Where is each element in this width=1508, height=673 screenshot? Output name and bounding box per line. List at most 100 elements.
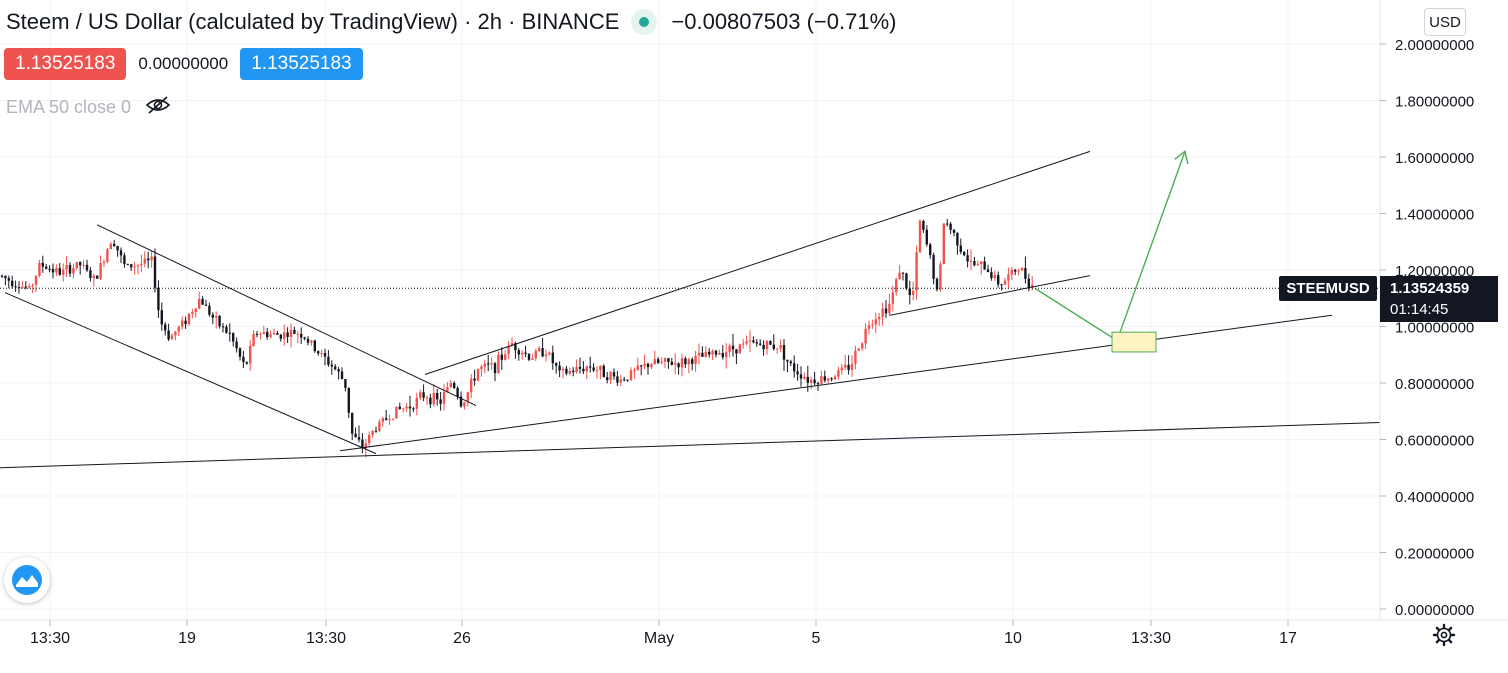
candle-body [796,371,799,375]
candle-body [279,334,282,339]
candle-body [357,437,361,440]
candle-body [993,275,996,279]
target-zone-box[interactable] [1111,331,1157,353]
candle-body [966,255,969,262]
candle-body [483,363,486,367]
candle-body [861,343,864,349]
candle-body [912,290,915,295]
candle-body [147,258,150,261]
indicator-legend: EMA 50 close 0 [6,95,171,120]
candle-body [493,363,497,374]
candle-body [538,348,541,351]
candle-body [364,443,367,449]
candle-body [626,379,629,381]
candle-body [65,265,68,270]
eye-off-icon[interactable] [145,95,171,120]
candle-body [643,363,646,367]
candle-body [636,365,639,370]
candle-body [14,286,17,288]
buy-price-button[interactable]: 1.13525183 [240,48,363,80]
candle-body [381,418,384,422]
candle-body [62,269,65,275]
candle-body [772,344,775,349]
time-axis[interactable]: 13:30 19 13:30 26 May 5 10 13:30 17 [30,620,1297,647]
candle-body [320,353,323,355]
tradingview-logo-icon[interactable] [4,557,50,603]
trendline[interactable] [0,422,1381,469]
candle-body [187,313,191,325]
candle-body [170,335,174,340]
candle-body [378,421,381,431]
candle-body [232,333,235,342]
candle-body [194,308,197,313]
candle-body [79,262,82,266]
candle-body [75,262,78,268]
candle-body [48,268,51,270]
symbol-price-tag: STEEMUSD [1279,276,1377,301]
candle-body [106,249,109,262]
candle-body [255,333,259,335]
candle-series [0,218,1034,458]
candle-body [266,331,269,338]
candle-body [969,261,973,263]
candle-body [840,367,843,371]
candle-body [731,345,735,350]
candle-body [857,348,860,351]
candle-body [429,397,432,405]
candle-body [130,264,133,268]
candle-body [283,332,286,339]
candle-body [500,354,503,360]
candle-body [640,365,643,367]
price-axis[interactable]: 0.00000000 0.20000000 0.40000000 0.60000000… [1380,37,1474,619]
trendline[interactable] [96,224,477,407]
candle-body [874,319,877,325]
candle-body [578,366,582,369]
trendline[interactable] [4,292,377,455]
candle-body [521,352,524,355]
candle-body [422,392,425,398]
candle-body [45,266,48,269]
candle-body [303,337,306,339]
candle-body [568,370,571,374]
trendline[interactable] [889,275,1091,316]
sell-price-button[interactable]: 1.13525183 [4,48,127,80]
candle-body [238,348,242,357]
candle-body [980,261,983,265]
projection-arrow[interactable] [1034,151,1186,342]
candle-body [136,265,140,267]
candle-body [85,264,89,271]
candle-body [0,275,4,277]
candle-body [609,372,612,381]
y-tick-label: 1.20000000 [1395,263,1474,280]
candle-body [395,406,398,419]
candle-body [286,332,289,337]
candle-body [425,397,429,399]
drawing-layer[interactable] [0,150,1381,469]
y-tick-label: 0.00000000 [1395,602,1474,619]
candle-body [242,356,245,363]
candle-body [687,359,690,365]
candle-body [157,287,160,311]
candle-body [867,325,871,329]
candle-body [1020,268,1024,271]
y-tick-label: 0.20000000 [1395,546,1474,563]
candle-body [310,340,313,343]
indicator-label[interactable]: EMA 50 close 0 [6,97,132,117]
candle-body [368,434,371,444]
candle-body [225,326,228,333]
candle-body [337,369,340,372]
trendline[interactable] [424,150,1091,375]
market-status-icon[interactable] [631,9,658,35]
candle-body [96,275,99,279]
candle-body [701,352,704,357]
candle-body [476,369,480,381]
candle-body [1031,284,1034,288]
gear-icon[interactable] [1432,623,1456,652]
candle-body [323,353,327,357]
candle-body [150,256,153,261]
candle-body [201,298,204,305]
candle-body [293,329,296,334]
trendline[interactable] [339,314,1333,452]
currency-button[interactable]: USD [1424,8,1466,36]
